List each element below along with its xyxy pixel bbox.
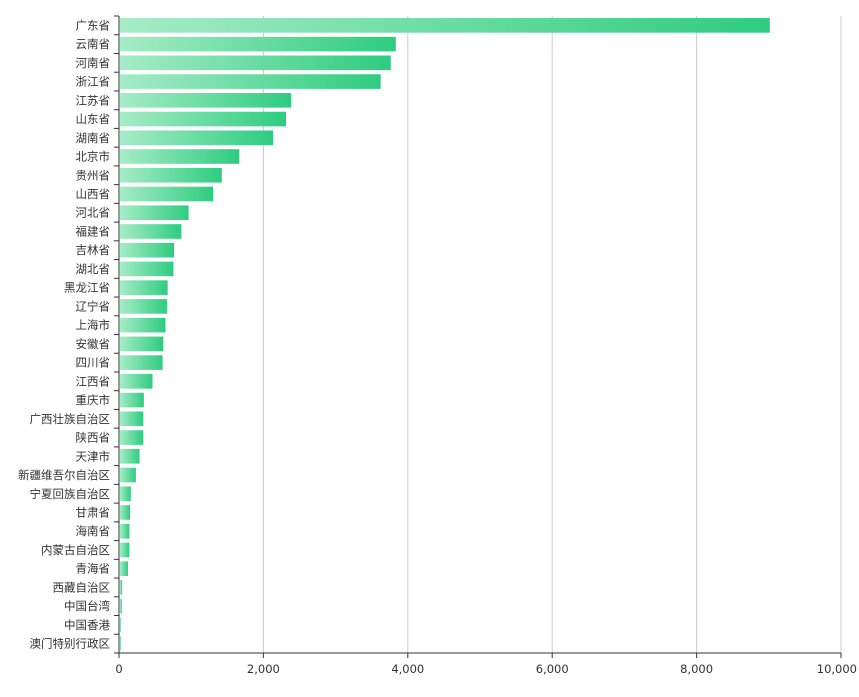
bar[interactable] (120, 486, 131, 502)
bar[interactable] (120, 36, 396, 52)
category-label: 上海市 (76, 318, 111, 332)
category-label: 云南省 (76, 37, 111, 51)
category-label: 海南省 (76, 524, 111, 538)
bar[interactable] (120, 93, 292, 108)
category-label: 辽宁省 (76, 299, 111, 313)
bar[interactable] (120, 448, 140, 464)
category-label: 山西省 (76, 187, 111, 201)
category-label: 澳门特别行政区 (30, 637, 111, 651)
bar[interactable] (120, 55, 391, 71)
bar[interactable] (120, 186, 214, 202)
x-tick-label: 4,000 (391, 662, 424, 676)
category-label: 贵州省 (76, 168, 111, 182)
bar[interactable] (120, 149, 240, 164)
bar[interactable] (120, 580, 123, 595)
category-label: 重庆市 (76, 393, 111, 407)
bar[interactable] (120, 18, 770, 33)
bar[interactable] (120, 467, 136, 483)
category-label: 湖南省 (76, 131, 111, 145)
grid-lines (262, 16, 842, 653)
bar[interactable] (120, 392, 144, 408)
category-label: 河南省 (76, 56, 111, 70)
bar[interactable] (120, 280, 168, 295)
category-label: 广东省 (76, 18, 111, 32)
category-label: 陕西省 (76, 431, 111, 445)
category-label: 湖北省 (76, 262, 111, 276)
category-label: 宁夏回族自治区 (30, 487, 111, 501)
bar[interactable] (120, 261, 174, 277)
category-label: 河北省 (76, 206, 111, 220)
category-label: 广西壮族自治区 (30, 412, 111, 426)
category-label: 山东省 (76, 112, 111, 126)
bar[interactable] (120, 598, 122, 614)
bar[interactable] (120, 74, 381, 89)
category-label: 内蒙古自治区 (41, 543, 110, 557)
bar[interactable] (120, 430, 144, 445)
bar[interactable] (120, 542, 130, 558)
category-label: 天津市 (76, 449, 111, 463)
x-tick-label: 6,000 (536, 662, 569, 676)
bar[interactable] (120, 374, 153, 389)
bar[interactable] (120, 242, 175, 258)
x-tick-label: 10,000 (817, 662, 857, 676)
bar[interactable] (120, 111, 287, 127)
bar[interactable] (120, 523, 130, 539)
category-label: 黑龙江省 (64, 281, 110, 295)
x-tick-label: 8,000 (680, 662, 713, 676)
bar[interactable] (120, 617, 121, 633)
category-label: 江苏省 (76, 93, 111, 107)
bar[interactable] (120, 505, 131, 520)
category-label: 吉林省 (76, 243, 111, 257)
category-label: 江西省 (76, 374, 111, 388)
bar[interactable] (120, 205, 189, 221)
axes: 广东省云南省河南省浙江省江苏省山东省湖南省北京市贵州省山西省河北省福建省吉林省湖… (18, 15, 857, 676)
bar[interactable] (120, 561, 128, 576)
category-label: 北京市 (76, 150, 111, 164)
bar[interactable] (120, 636, 121, 651)
category-label: 福建省 (76, 224, 111, 238)
category-label: 西藏自治区 (53, 580, 111, 594)
bar[interactable] (120, 355, 163, 370)
category-label: 中国香港 (64, 618, 110, 632)
bar[interactable] (120, 411, 144, 427)
category-label: 四川省 (76, 356, 111, 370)
category-label: 浙江省 (76, 75, 111, 89)
bar[interactable] (120, 317, 166, 333)
category-label: 安徽省 (76, 337, 111, 351)
bars (120, 18, 770, 651)
x-tick-label: 2,000 (247, 662, 280, 676)
x-tick-label: 0 (115, 662, 122, 676)
category-label: 新疆维吾尔自治区 (18, 468, 110, 482)
bar[interactable] (120, 130, 274, 146)
bar[interactable] (120, 224, 182, 239)
bar[interactable] (120, 167, 222, 183)
category-label: 甘肃省 (76, 505, 111, 519)
bar[interactable] (120, 299, 167, 314)
category-label: 中国台湾 (64, 599, 110, 613)
category-label: 青海省 (76, 562, 111, 576)
bar[interactable] (120, 336, 164, 352)
